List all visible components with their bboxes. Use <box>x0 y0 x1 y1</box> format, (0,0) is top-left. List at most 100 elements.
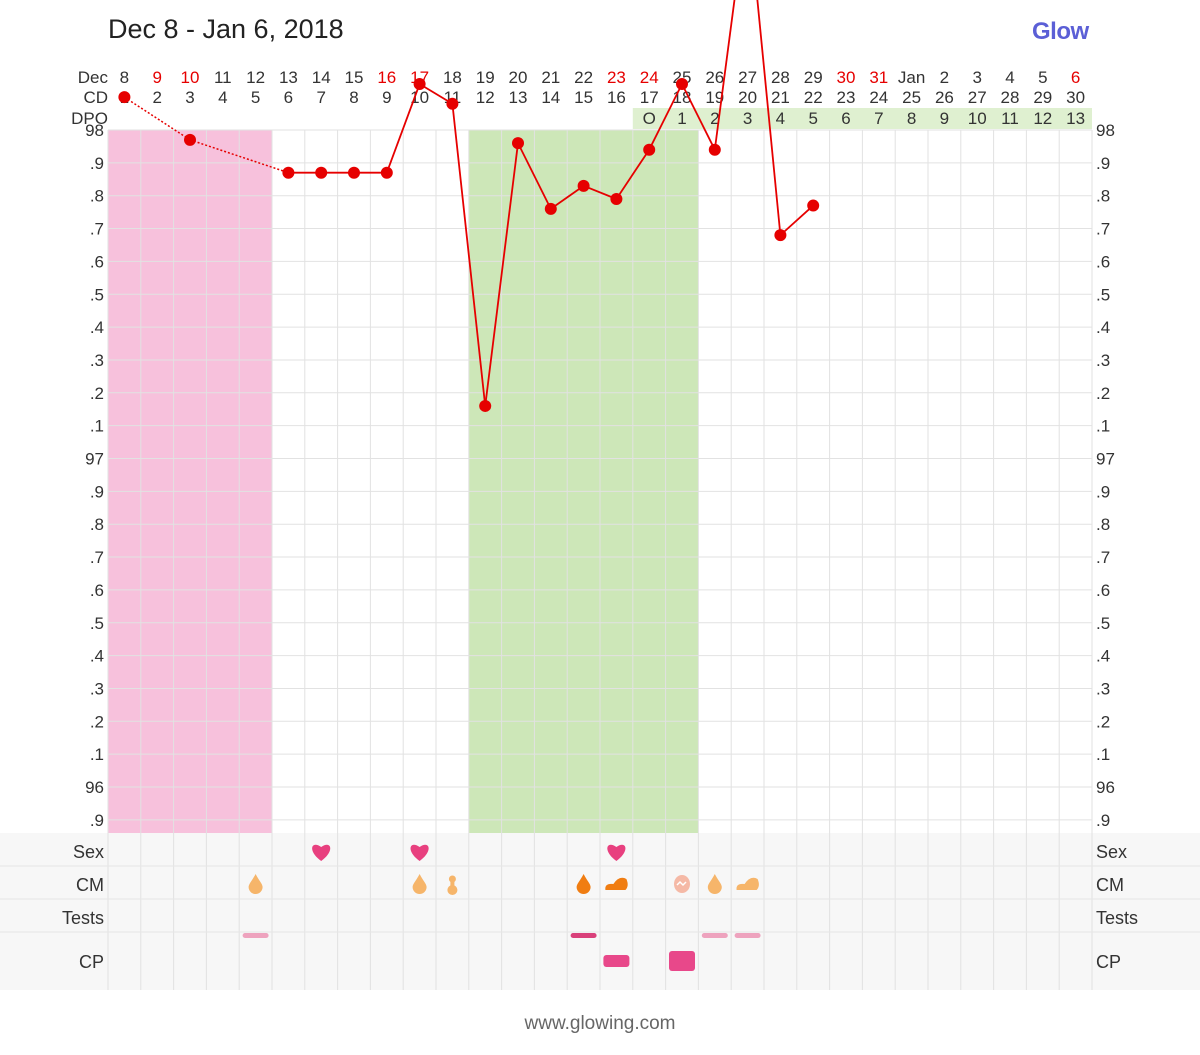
dpo-label: O <box>643 109 656 128</box>
y-tick-label-right: .1 <box>1096 417 1110 436</box>
date-label: 11 <box>214 68 232 87</box>
y-tick-label-left: .9 <box>90 482 104 501</box>
y-tick-label-right: .6 <box>1096 581 1110 600</box>
symptom-row-label-right: Tests <box>1096 908 1138 928</box>
temp-line <box>550 185 585 210</box>
y-tick-label-right: .9 <box>1096 154 1110 173</box>
date-label: 27 <box>738 68 757 87</box>
y-tick-label-left: .8 <box>90 187 104 206</box>
cd-label: 12 <box>476 88 495 107</box>
y-tick-label-left: .9 <box>90 154 104 173</box>
chart-title: Dec 8 - Jan 6, 2018 <box>108 14 344 44</box>
dpo-label: 4 <box>776 109 785 128</box>
date-label: 19 <box>476 68 495 87</box>
y-tick-label-right: .5 <box>1096 285 1110 304</box>
cd-label: 24 <box>869 88 888 107</box>
temp-point <box>446 97 459 110</box>
date-label: 16 <box>377 68 396 87</box>
cd-label: 6 <box>284 88 293 107</box>
y-tick-label-right: .8 <box>1096 187 1110 206</box>
cd-label: 3 <box>185 88 194 107</box>
date-label: 6 <box>1071 68 1080 87</box>
temp-line <box>756 0 782 236</box>
drop-icon <box>412 874 427 895</box>
temp-point <box>643 143 656 156</box>
temp-line <box>517 142 552 210</box>
dpo-label: 2 <box>710 109 719 128</box>
y-tick-label-left: .9 <box>90 811 104 830</box>
cd-label: 4 <box>218 88 227 107</box>
temp-point <box>315 166 328 179</box>
symptom-row-label-left: CM <box>76 875 104 895</box>
cd-label: 14 <box>541 88 560 107</box>
cd-label: 5 <box>251 88 260 107</box>
temp-point <box>184 133 196 146</box>
cp-marker <box>603 955 630 967</box>
test-marker <box>734 933 761 938</box>
temp-point <box>380 166 393 179</box>
date-label: 14 <box>312 68 331 87</box>
y-tick-label-left: .3 <box>90 351 104 370</box>
date-label: 31 <box>869 68 888 87</box>
fertile-window-band <box>468 130 699 833</box>
y-tick-label-left: 96 <box>85 778 104 797</box>
symptom-row-label-right: CM <box>1096 875 1124 895</box>
y-tick-label-right: .3 <box>1096 679 1110 698</box>
date-label: 4 <box>1005 68 1014 87</box>
symptom-row-label-right: Sex <box>1096 842 1127 862</box>
dpo-label: 8 <box>907 109 916 128</box>
y-tick-label-right: .1 <box>1096 745 1110 764</box>
temp-line <box>615 149 650 200</box>
date-label: 29 <box>804 68 823 87</box>
y-tick-label-left: .7 <box>90 220 104 239</box>
cd-label: 13 <box>509 88 528 107</box>
glow-logo: Glow <box>1032 18 1089 45</box>
date-label: 2 <box>940 68 949 87</box>
y-tick-label-left: .5 <box>90 614 104 633</box>
y-tick-label-right: .9 <box>1096 482 1110 501</box>
cd-label: 23 <box>837 88 856 107</box>
date-label: 5 <box>1038 68 1047 87</box>
date-label: 26 <box>705 68 724 87</box>
date-label: 20 <box>509 68 528 87</box>
creamy-icon <box>736 877 759 890</box>
y-tick-label-right: .2 <box>1096 712 1110 731</box>
temp-line-dotted <box>189 139 289 174</box>
y-tick-label-right: .4 <box>1096 318 1110 337</box>
temp-point <box>479 399 492 412</box>
temp-point <box>118 91 131 104</box>
dpo-label: 12 <box>1033 109 1052 128</box>
test-marker <box>570 933 597 938</box>
symptom-row-label-right: CP <box>1096 952 1121 972</box>
date-label: Jan <box>898 68 925 87</box>
y-tick-label-right: .2 <box>1096 384 1110 403</box>
sticky-icon <box>450 880 455 888</box>
y-tick-label-right: 97 <box>1096 450 1115 469</box>
temp-line <box>779 204 814 236</box>
cp-marker <box>669 951 695 971</box>
y-tick-label-left: .4 <box>90 318 104 337</box>
cd-label: 8 <box>349 88 358 107</box>
date-label: 23 <box>607 68 626 87</box>
temp-point <box>544 202 557 215</box>
y-tick-label-right: 98 <box>1096 121 1115 140</box>
y-tick-label-right: .7 <box>1096 220 1110 239</box>
y-tick-label-left: .1 <box>90 417 104 436</box>
cd-label: 9 <box>382 88 391 107</box>
drop-icon <box>248 874 263 895</box>
dpo-label: 5 <box>808 109 817 128</box>
temp-point <box>807 199 820 212</box>
cd-label: 20 <box>738 88 757 107</box>
y-tick-label-right: .4 <box>1096 647 1110 666</box>
cd-label: 7 <box>316 88 325 107</box>
temp-point <box>774 229 787 242</box>
temp-point <box>512 137 524 150</box>
temp-line <box>451 103 487 407</box>
temp-point <box>610 192 623 205</box>
dpo-label: 6 <box>841 109 850 128</box>
cd-label: 28 <box>1001 88 1020 107</box>
drop-icon <box>707 874 722 895</box>
temp-line <box>648 83 683 151</box>
date-label: 30 <box>837 68 856 87</box>
cd-label: 22 <box>804 88 823 107</box>
